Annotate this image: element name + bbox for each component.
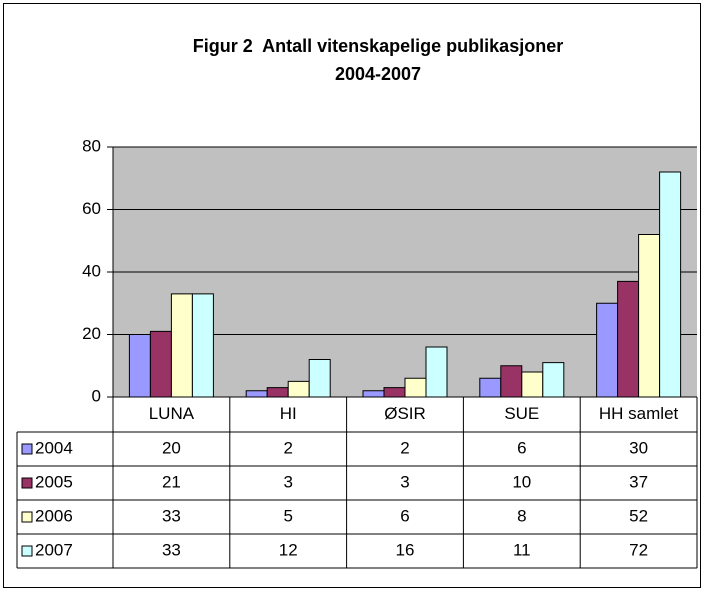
legend-swatch [21, 545, 33, 557]
bar [170, 293, 193, 398]
bar [287, 380, 310, 398]
x-tick-label: LUNA [149, 404, 195, 423]
legend-label: 2006 [35, 506, 73, 525]
table-cell: 30 [629, 438, 648, 457]
bar [542, 362, 565, 398]
bar [383, 387, 406, 398]
table-cell: 12 [279, 540, 298, 559]
bar [149, 330, 172, 398]
y-tick-label: 80 [82, 136, 101, 155]
bar [266, 387, 289, 398]
table-cell: 52 [629, 506, 648, 525]
table-cell: 37 [629, 472, 648, 491]
chart-title: 2004-2007 [335, 64, 421, 84]
bar [596, 302, 619, 398]
bar [617, 280, 640, 398]
bar [479, 377, 502, 398]
table-cell: 6 [400, 506, 409, 525]
bar [404, 377, 427, 398]
y-tick-label: 0 [92, 386, 101, 405]
x-tick-label: SUE [504, 404, 539, 423]
x-tick-label: HI [280, 404, 297, 423]
bar [362, 390, 385, 398]
bar [425, 346, 448, 398]
legend-label: 2004 [35, 438, 73, 457]
table-cell: 8 [517, 506, 526, 525]
x-tick-label: ØSIR [384, 404, 426, 423]
bar [191, 293, 214, 398]
bar [308, 359, 331, 398]
legend-label: 2007 [35, 540, 73, 559]
table-cell: 33 [162, 506, 181, 525]
table-cell: 2 [400, 438, 409, 457]
chart-title: Figur 2 Antall vitenskapelige publikasjo… [193, 36, 563, 56]
table-cell: 3 [400, 472, 409, 491]
legend-label: 2005 [35, 472, 73, 491]
y-tick-label: 20 [82, 324, 101, 343]
table-cell: 2 [283, 438, 292, 457]
y-tick-label: 40 [82, 261, 101, 280]
table-cell: 6 [517, 438, 526, 457]
legend-swatch [21, 443, 33, 455]
bar [638, 234, 661, 398]
table-cell: 16 [396, 540, 415, 559]
table-cell: 20 [162, 438, 181, 457]
bar [500, 365, 523, 398]
table-cell: 72 [629, 540, 648, 559]
table-cell: 21 [162, 472, 181, 491]
y-tick-label: 60 [82, 199, 101, 218]
legend-swatch [21, 511, 33, 523]
table-cell: 5 [283, 506, 292, 525]
table-cell: 10 [512, 472, 531, 491]
x-tick-label: HH samlet [599, 404, 679, 423]
bar [521, 371, 544, 398]
table-cell: 33 [162, 540, 181, 559]
legend-swatch [21, 477, 33, 489]
table-cell: 3 [283, 472, 292, 491]
bar [128, 334, 151, 398]
bar [245, 390, 268, 398]
table-cell: 11 [513, 540, 531, 559]
bar [659, 171, 682, 398]
